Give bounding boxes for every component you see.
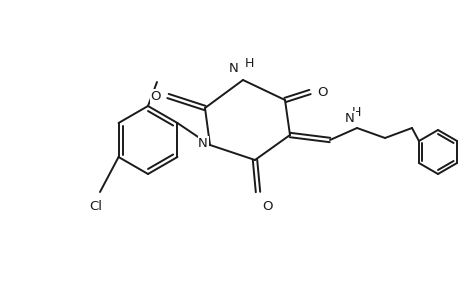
Text: O: O: [262, 200, 272, 213]
Text: N: N: [345, 112, 354, 125]
Text: O: O: [316, 85, 327, 98]
Text: N: N: [198, 136, 207, 149]
Text: H: H: [351, 106, 360, 119]
Text: O: O: [150, 89, 161, 103]
Text: N: N: [229, 62, 239, 75]
Text: Cl: Cl: [90, 200, 102, 213]
Text: H: H: [245, 57, 254, 70]
